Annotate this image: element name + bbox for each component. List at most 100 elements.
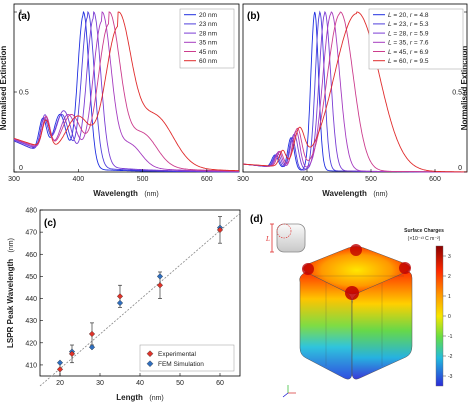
inset-rounded-square [276, 223, 306, 253]
legend-entry: L = 35, r = 7.6 [388, 40, 429, 47]
spectrum-line-0-5 [13, 11, 240, 172]
x-tick-label: 400 [72, 176, 84, 183]
legend-marker [146, 360, 154, 367]
panel-a: (a) 300 400 500 600 0 0.5 1 Normalised Extinct… [0, 3, 240, 200]
exp-point [156, 282, 164, 289]
ylabel-c: LSPR Peak Wavelength (nm) [0, 238, 17, 348]
legend-entry-part: = 45, [392, 49, 410, 56]
cube-charge-render [299, 244, 413, 380]
legend-entry: 35 nm [199, 40, 217, 47]
series-points-c [56, 216, 224, 377]
y-tick-label: 0 [458, 165, 462, 172]
y-tick-label: 460 [25, 252, 37, 259]
legend-b-box [368, 8, 464, 70]
xlabel-a: Wavelength (nm) [93, 183, 158, 200]
legend-entry-part: = 60, [392, 58, 410, 65]
y-tick-label: 0 [19, 165, 23, 172]
x-tick-label: 500 [365, 176, 377, 183]
cube-corner-top-front [345, 286, 359, 300]
colorbar-tick-label: 2 [448, 274, 451, 280]
x-tick-label: 300 [237, 176, 249, 183]
exp-point [116, 293, 124, 300]
colorbar-gradient [435, 245, 444, 387]
legend-a-box [179, 8, 235, 69]
legend-entry-part: r [410, 49, 413, 56]
colorbar: Surface Charges (×10⁻¹³ C m⁻²) 3 2 1 0 -1 -2 -… [404, 228, 453, 387]
legend-entry-part: = 28, [392, 30, 410, 37]
xlabel-b-unit: (nm) [373, 191, 387, 198]
y-tick-label: 1 [19, 10, 23, 17]
cube-corner-top-back [350, 244, 362, 256]
y-tick-label: 0.5 [452, 90, 462, 97]
y-tick-label: 410 [25, 362, 37, 369]
legend-entry: L = 45, r = 6.9 [388, 49, 429, 56]
ticks-c: 20 30 40 50 60 410 420 430 440 450 460 470 480 [25, 208, 224, 388]
xlabel-c-unit: (nm) [149, 395, 163, 402]
cube-corner-top-right [399, 262, 411, 274]
sim-point [156, 273, 164, 280]
x-tick-label: 60 [216, 380, 224, 387]
legend-entry: FEM Simulation [158, 361, 204, 368]
legend-entry: L = 60, r = 9.5 [388, 58, 429, 65]
series-lines-b [243, 10, 467, 173]
panel-label-b: (b) [247, 11, 260, 22]
sim-point [116, 299, 124, 307]
legend-c-box [139, 344, 235, 372]
legend-entry: 60 nm [199, 58, 217, 65]
colorbar-unit: (×10⁻¹³ C m⁻²) [408, 236, 441, 242]
x-tick-label: 500 [137, 176, 149, 183]
exp-point [68, 350, 76, 357]
legend-entry: 28 nm [199, 30, 217, 37]
legend-entry-part: = 23, [392, 21, 410, 28]
y-tick-label: 470 [25, 230, 37, 237]
panel-c: (c) 20 30 40 50 60 410 420 430 440 450 460 470 480 L… [0, 208, 241, 402]
y-tick-label: 0.5 [19, 90, 29, 97]
legend-entry-part: r [410, 40, 413, 47]
spectrum-line-1-4 [243, 11, 467, 173]
colorbar-tick-label: -2 [448, 354, 453, 360]
colorbar-tick-label: 3 [448, 254, 451, 260]
series-lines-a [13, 10, 240, 173]
legend-entry: Experimental [158, 351, 196, 358]
x-tick-label: 20 [56, 380, 64, 387]
xlabel-b: Wavelength (nm) [322, 183, 387, 200]
plot-frame-a [13, 3, 240, 173]
legend-entry-part: L [388, 49, 392, 56]
panel-label-c: (c) [44, 218, 56, 229]
x-tick-label: 400 [301, 176, 313, 183]
legend-entry: 23 nm [199, 21, 217, 28]
legend-entry-part: = 6.9 [412, 49, 429, 56]
legend-entry-part: r [410, 58, 413, 65]
x-tick-label: 600 [201, 176, 213, 183]
legend-entry-part: L [388, 40, 392, 47]
legend-entry-part: = 5.9 [412, 30, 429, 37]
legend-entry-part: L [388, 58, 392, 65]
legend-entry: L = 20, r = 4.8 [388, 12, 429, 19]
x-tick-label: 40 [136, 380, 144, 387]
legend-c-items: Experimental FEM Simulation [146, 350, 204, 368]
x-tick-label: 50 [176, 380, 184, 387]
x-tick-label: 300 [8, 176, 20, 183]
ylabel-c-text: LSPR Peak Wavelength [6, 259, 15, 348]
colorbar-tick-label: 0 [448, 314, 451, 320]
legend-entry-part: = 5.3 [412, 21, 429, 28]
legend-entry-part: r [410, 12, 413, 19]
spectrum-line-1-5 [243, 11, 467, 173]
legend-b-items: L = 20, r = 4.8L = 23, r = 5.3L = 28, r … [373, 12, 429, 65]
legend-entry-part: r [410, 30, 413, 37]
sim-point [88, 344, 96, 351]
legend-entry-part: = 20, [392, 12, 410, 19]
inset-radius-circle [276, 223, 292, 239]
legend-entry-part: = 7.6 [412, 40, 429, 47]
panel-label-d: (d) [250, 214, 263, 225]
colorbar-tick-label: -1 [448, 334, 453, 340]
cube-inset-sketch: L [265, 223, 306, 253]
legend-entry-part: L [388, 30, 392, 37]
cube-corner-top-left [302, 263, 314, 275]
legend-a-items: 20 nm 23 nm 28 nm 35 nm 45 nm 60 nm [184, 12, 217, 65]
colorbar-ticks: 3 2 1 0 -1 -2 -3 [443, 254, 453, 380]
ticks-a: 300 400 500 600 0 0.5 1 [8, 10, 213, 184]
legend-b: L = 20, r = 4.8L = 23, r = 5.3L = 28, r … [368, 8, 464, 70]
x-tick-label: 600 [429, 176, 441, 183]
legend-entry: 20 nm [199, 12, 217, 19]
